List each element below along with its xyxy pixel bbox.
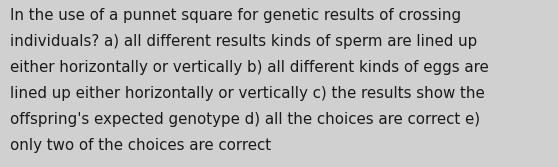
Text: individuals? a) all different results kinds of sperm are lined up: individuals? a) all different results ki… bbox=[10, 34, 477, 49]
Text: only two of the choices are correct: only two of the choices are correct bbox=[10, 138, 271, 153]
Text: either horizontally or vertically b) all different kinds of eggs are: either horizontally or vertically b) all… bbox=[10, 60, 489, 75]
Text: In the use of a punnet square for genetic results of crossing: In the use of a punnet square for geneti… bbox=[10, 8, 461, 23]
Text: offspring's expected genotype d) all the choices are correct e): offspring's expected genotype d) all the… bbox=[10, 112, 480, 127]
Text: lined up either horizontally or vertically c) the results show the: lined up either horizontally or vertical… bbox=[10, 86, 485, 101]
